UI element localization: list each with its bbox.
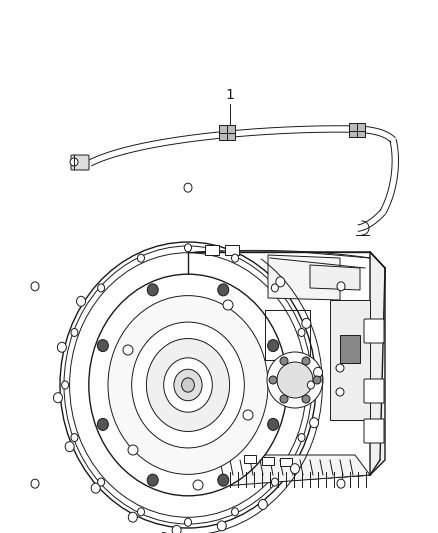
FancyBboxPatch shape xyxy=(244,455,256,463)
Circle shape xyxy=(223,300,233,310)
Ellipse shape xyxy=(97,418,108,431)
Circle shape xyxy=(336,388,344,396)
Ellipse shape xyxy=(128,512,138,522)
Circle shape xyxy=(70,158,78,166)
FancyBboxPatch shape xyxy=(364,379,384,403)
Ellipse shape xyxy=(91,483,100,493)
Ellipse shape xyxy=(268,418,279,431)
Circle shape xyxy=(123,345,133,355)
Ellipse shape xyxy=(337,479,345,488)
Circle shape xyxy=(313,376,321,384)
Circle shape xyxy=(193,480,203,490)
Ellipse shape xyxy=(218,284,229,296)
Circle shape xyxy=(277,362,313,398)
Ellipse shape xyxy=(77,296,85,306)
Ellipse shape xyxy=(31,479,39,488)
Ellipse shape xyxy=(65,442,74,451)
FancyBboxPatch shape xyxy=(205,245,219,255)
Ellipse shape xyxy=(53,393,63,403)
Ellipse shape xyxy=(298,328,305,336)
Ellipse shape xyxy=(89,274,287,496)
Ellipse shape xyxy=(108,296,268,474)
FancyBboxPatch shape xyxy=(364,319,384,343)
Ellipse shape xyxy=(132,322,244,448)
FancyBboxPatch shape xyxy=(280,458,292,466)
Ellipse shape xyxy=(57,342,67,352)
Ellipse shape xyxy=(98,284,105,292)
Ellipse shape xyxy=(298,433,305,441)
Ellipse shape xyxy=(146,338,230,432)
Ellipse shape xyxy=(272,284,279,292)
Ellipse shape xyxy=(172,526,181,533)
Circle shape xyxy=(302,395,310,403)
Ellipse shape xyxy=(314,367,322,377)
Ellipse shape xyxy=(71,328,78,336)
Ellipse shape xyxy=(218,474,229,486)
Circle shape xyxy=(336,364,344,372)
Ellipse shape xyxy=(232,254,239,262)
Ellipse shape xyxy=(268,340,279,352)
Polygon shape xyxy=(175,252,385,487)
Ellipse shape xyxy=(147,284,158,296)
FancyBboxPatch shape xyxy=(349,123,365,137)
Ellipse shape xyxy=(174,369,202,401)
FancyBboxPatch shape xyxy=(364,419,384,443)
Circle shape xyxy=(302,357,310,365)
Ellipse shape xyxy=(71,433,78,441)
Ellipse shape xyxy=(310,418,318,428)
Ellipse shape xyxy=(147,474,158,486)
FancyBboxPatch shape xyxy=(330,300,370,420)
Circle shape xyxy=(243,410,253,420)
FancyBboxPatch shape xyxy=(225,245,239,255)
Ellipse shape xyxy=(302,318,311,328)
FancyBboxPatch shape xyxy=(262,457,274,465)
Ellipse shape xyxy=(272,478,279,486)
Circle shape xyxy=(267,352,323,408)
Ellipse shape xyxy=(182,378,194,392)
Ellipse shape xyxy=(276,277,285,287)
FancyBboxPatch shape xyxy=(219,125,235,140)
Ellipse shape xyxy=(64,246,312,524)
Ellipse shape xyxy=(184,244,191,252)
Ellipse shape xyxy=(258,499,267,510)
Ellipse shape xyxy=(232,508,239,516)
FancyBboxPatch shape xyxy=(340,335,360,363)
Circle shape xyxy=(280,395,288,403)
Ellipse shape xyxy=(184,183,192,192)
Ellipse shape xyxy=(31,282,39,291)
Polygon shape xyxy=(310,265,360,290)
Text: 1: 1 xyxy=(226,88,234,102)
Ellipse shape xyxy=(164,358,212,412)
Ellipse shape xyxy=(290,464,300,474)
Circle shape xyxy=(128,445,138,455)
Ellipse shape xyxy=(184,518,191,526)
Polygon shape xyxy=(205,455,370,487)
Circle shape xyxy=(280,357,288,365)
Ellipse shape xyxy=(138,254,145,262)
Ellipse shape xyxy=(70,253,307,517)
Polygon shape xyxy=(370,252,385,475)
Ellipse shape xyxy=(337,282,345,291)
Ellipse shape xyxy=(62,381,69,389)
Ellipse shape xyxy=(307,381,314,389)
Ellipse shape xyxy=(98,478,105,486)
Circle shape xyxy=(269,376,277,384)
Polygon shape xyxy=(268,255,340,300)
Ellipse shape xyxy=(138,508,145,516)
FancyBboxPatch shape xyxy=(71,155,89,170)
Ellipse shape xyxy=(97,340,108,352)
Ellipse shape xyxy=(217,521,226,531)
Ellipse shape xyxy=(60,242,316,528)
